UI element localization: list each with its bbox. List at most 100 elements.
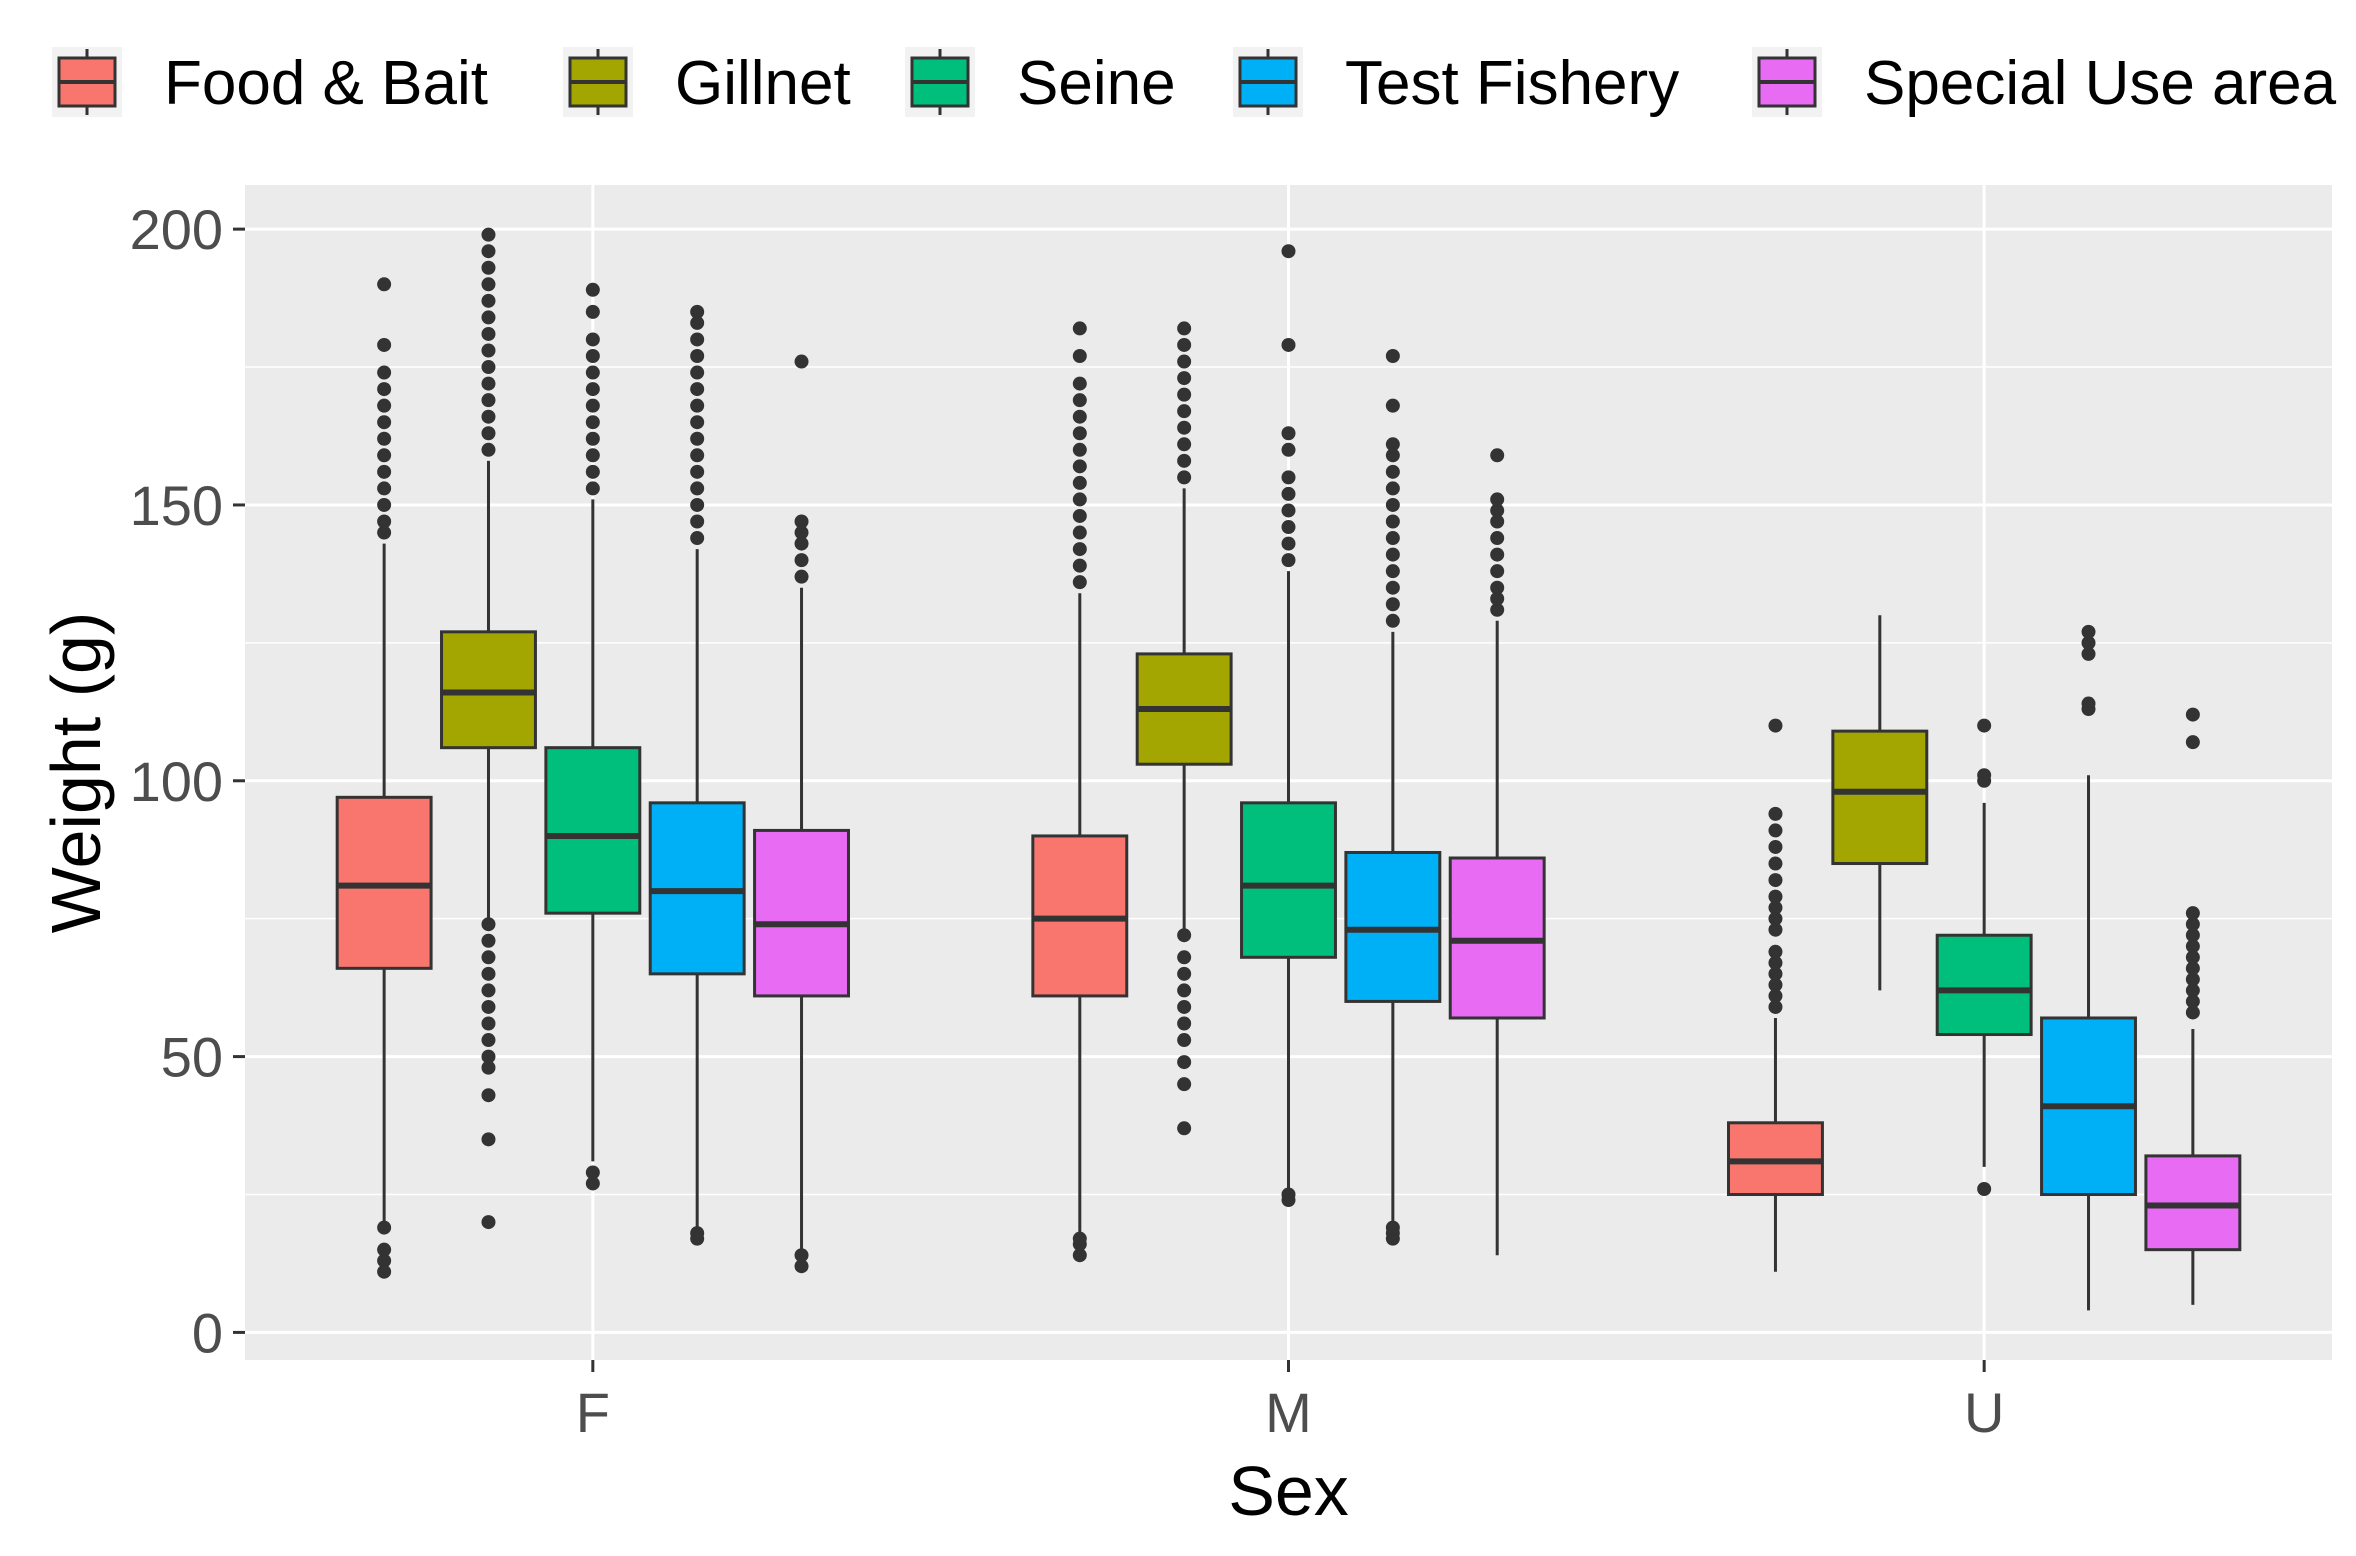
x-tick-label: F: [576, 1381, 610, 1444]
box-iqr: [1831, 729, 1929, 866]
outlier-point: [1490, 591, 1505, 606]
y-tick-label: 150: [130, 474, 223, 537]
outlier-point: [585, 382, 600, 397]
outlier-point: [690, 448, 705, 463]
series-test-fishery: [648, 304, 2137, 1311]
box-m: [1448, 448, 1546, 1256]
y-tick-label: 50: [161, 1026, 223, 1089]
outlier-point: [690, 464, 705, 479]
outlier-point: [585, 349, 600, 364]
outlier-point: [690, 382, 705, 397]
outlier-point: [377, 1253, 392, 1268]
outlier-point: [1385, 531, 1400, 546]
outlier-point: [794, 1248, 809, 1263]
outlier-point: [1490, 503, 1505, 518]
box-iqr: [1240, 801, 1337, 959]
outlier-point: [1768, 889, 1783, 904]
outlier-point: [794, 569, 809, 584]
outlier-point: [1768, 856, 1783, 871]
box-f: [544, 282, 642, 1191]
outlier-point: [1977, 768, 1992, 783]
outlier-point: [377, 415, 392, 430]
outlier-point: [585, 1176, 600, 1191]
outlier-point: [1385, 580, 1400, 595]
outlier-point: [1281, 536, 1296, 551]
outlier-point: [1281, 1187, 1296, 1202]
outlier-point: [481, 442, 496, 457]
outlier-point: [481, 426, 496, 441]
outlier-point: [1385, 464, 1400, 479]
outlier-point: [585, 415, 600, 430]
outlier-point: [1072, 558, 1087, 573]
outlier-point: [1177, 420, 1192, 435]
outlier-point: [1177, 453, 1192, 468]
outlier-point: [1281, 470, 1296, 485]
outlier-point: [1072, 321, 1087, 336]
outlier-point: [1177, 354, 1192, 369]
outlier-point: [481, 227, 496, 242]
outlier-point: [1072, 575, 1087, 590]
outlier-point: [1490, 448, 1505, 463]
outlier-point: [585, 365, 600, 380]
y-tick-label: 200: [130, 198, 223, 261]
outlier-point: [690, 365, 705, 380]
series-seine: [544, 244, 2033, 1208]
outlier-point: [585, 448, 600, 463]
outlier-point: [377, 337, 392, 352]
outlier-point: [481, 1060, 496, 1075]
outlier-point: [1281, 503, 1296, 518]
outlier-point: [481, 1088, 496, 1103]
outlier-point: [1177, 321, 1192, 336]
outlier-point: [481, 966, 496, 981]
outlier-point: [1072, 1231, 1087, 1246]
outlier-point: [377, 481, 392, 496]
legend-item: Test Fishery: [1233, 47, 1679, 118]
outlier-point: [1072, 475, 1087, 490]
outlier-point: [481, 999, 496, 1014]
outlier-point: [1768, 911, 1783, 926]
outlier-point: [377, 365, 392, 380]
outlier-point: [1177, 1033, 1192, 1048]
outlier-point: [377, 514, 392, 529]
outlier-point: [1768, 999, 1783, 1014]
outlier-point: [481, 917, 496, 932]
outlier-point: [690, 349, 705, 364]
outlier-point: [2185, 735, 2200, 750]
outlier-point: [481, 360, 496, 375]
outlier-point: [377, 525, 392, 540]
outlier-point: [1072, 542, 1087, 557]
outlier-point: [690, 431, 705, 446]
outlier-point: [1177, 983, 1192, 998]
outlier-point: [1490, 580, 1505, 595]
outlier-point: [481, 260, 496, 275]
outlier-point: [1177, 1077, 1192, 1092]
outlier-point: [1768, 806, 1783, 821]
outlier-point: [377, 448, 392, 463]
outlier-point: [1768, 900, 1783, 915]
outlier-point: [481, 393, 496, 408]
y-axis: 0 50 100 150 200: [130, 198, 245, 1364]
outlier-point: [1385, 437, 1400, 452]
outlier-point: [1177, 371, 1192, 386]
series-food-bait: [335, 277, 1824, 1279]
outlier-point: [1768, 988, 1783, 1003]
legend-item: Food & Bait: [52, 47, 488, 118]
outlier-point: [1385, 349, 1400, 364]
x-tick-label: U: [1964, 1381, 2004, 1444]
outlier-point: [1768, 966, 1783, 981]
outlier-point: [585, 431, 600, 446]
outlier-point: [481, 1132, 496, 1147]
outlier-point: [1385, 448, 1400, 463]
outlier-point: [1385, 398, 1400, 413]
outlier-point: [377, 1242, 392, 1257]
outlier-point: [377, 497, 392, 512]
outlier-point: [377, 464, 392, 479]
outlier-point: [1385, 514, 1400, 529]
outlier-point: [690, 497, 705, 512]
legend-item: Seine: [905, 47, 1176, 118]
outlier-point: [794, 1259, 809, 1274]
outlier-point: [2081, 635, 2096, 650]
outlier-point: [481, 950, 496, 965]
outlier-point: [1177, 437, 1192, 452]
